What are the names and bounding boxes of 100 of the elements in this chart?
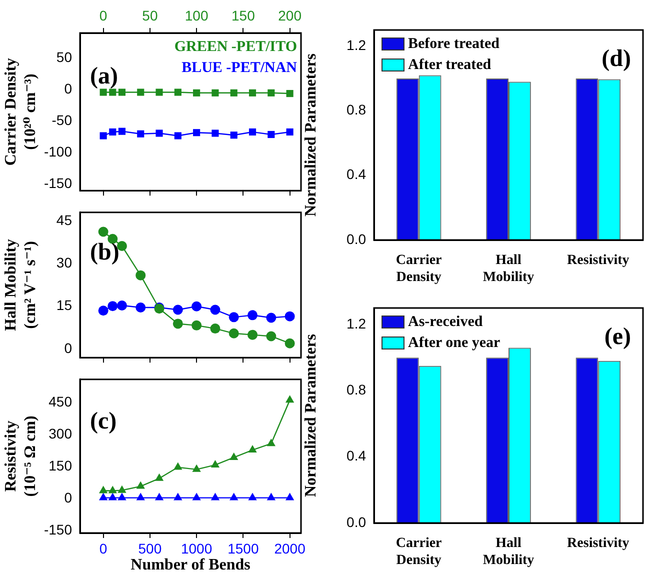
x-tick-label: 2000 bbox=[274, 540, 306, 556]
point bbox=[192, 320, 202, 330]
point bbox=[248, 330, 258, 340]
point bbox=[154, 492, 164, 500]
y-tick-label: -50 bbox=[52, 112, 72, 128]
x2-tick-label: 100 bbox=[184, 7, 208, 24]
y-tick-label: -100 bbox=[44, 144, 72, 160]
point bbox=[98, 486, 108, 494]
point bbox=[100, 88, 107, 96]
annotation: (a) bbox=[90, 63, 118, 90]
y-axis-title: Normalized Parameters bbox=[302, 334, 320, 498]
point bbox=[109, 88, 116, 96]
point bbox=[266, 331, 276, 342]
y-tick-label: 15 bbox=[56, 297, 72, 314]
point bbox=[285, 395, 294, 403]
point bbox=[100, 132, 107, 140]
y-tick-label: 30 bbox=[56, 254, 72, 271]
y-tick-label: 300 bbox=[48, 426, 72, 442]
annotation: (d) bbox=[602, 46, 631, 72]
point bbox=[266, 312, 276, 323]
point bbox=[248, 492, 257, 500]
y-tick-label: 0.8 bbox=[346, 382, 366, 398]
point bbox=[118, 485, 126, 493]
x-tick-label: 0 bbox=[99, 540, 108, 556]
y-axis-title: Resistivity (10⁻⁵ Ω cm) bbox=[2, 416, 39, 497]
y-tick-label: 45 bbox=[56, 212, 72, 228]
point bbox=[136, 302, 146, 312]
point bbox=[109, 128, 116, 136]
point bbox=[284, 338, 295, 348]
y-tick-label: -150 bbox=[44, 522, 72, 538]
point bbox=[268, 130, 275, 138]
text: BLUE -PET/NAN bbox=[182, 60, 298, 76]
point bbox=[136, 481, 145, 489]
point bbox=[108, 492, 117, 500]
point bbox=[210, 492, 220, 500]
point bbox=[248, 310, 258, 320]
point bbox=[174, 492, 182, 500]
legend-label: Before treated bbox=[408, 36, 500, 52]
point bbox=[266, 438, 276, 446]
y-tick-label: 450 bbox=[48, 394, 72, 410]
y-tick-label: -150 bbox=[44, 175, 72, 192]
point bbox=[228, 328, 239, 338]
point bbox=[108, 301, 118, 312]
point bbox=[193, 89, 200, 96]
point bbox=[192, 464, 201, 472]
point bbox=[116, 300, 127, 310]
y-tick-label: 0.4 bbox=[346, 448, 366, 464]
point bbox=[174, 88, 182, 96]
point bbox=[248, 89, 256, 96]
point bbox=[156, 88, 163, 96]
y-tick-label: 150 bbox=[48, 458, 72, 474]
y-tick-label: 0 bbox=[64, 80, 72, 97]
point bbox=[268, 89, 275, 96]
annotation: (e) bbox=[604, 324, 631, 350]
point bbox=[156, 130, 163, 137]
point bbox=[172, 318, 183, 329]
point bbox=[174, 132, 182, 140]
y-tick-label: 0.4 bbox=[346, 166, 366, 182]
point bbox=[230, 89, 238, 96]
point bbox=[286, 128, 294, 136]
point bbox=[98, 226, 108, 237]
x-axis-title: Number of Bends bbox=[130, 556, 250, 574]
legend-label: After one year bbox=[408, 334, 501, 351]
point bbox=[230, 132, 238, 139]
point bbox=[118, 128, 126, 135]
y-tick-label: 0 bbox=[64, 490, 72, 506]
point bbox=[192, 301, 202, 312]
y-tick-label: 1.2 bbox=[346, 315, 366, 332]
point bbox=[210, 324, 220, 334]
point bbox=[136, 270, 146, 280]
point bbox=[248, 445, 257, 453]
y-tick-label: 0.0 bbox=[346, 514, 366, 530]
point bbox=[230, 452, 238, 460]
point bbox=[230, 492, 238, 500]
point bbox=[137, 130, 144, 138]
x-tick-label: 1000 bbox=[180, 540, 212, 556]
annotation: (c) bbox=[90, 408, 117, 435]
x-tick-label: 500 bbox=[138, 540, 162, 556]
point bbox=[212, 130, 219, 137]
point bbox=[210, 460, 220, 468]
text: GREEN -PET/ITO bbox=[174, 38, 297, 55]
legend-label: As-received bbox=[408, 314, 484, 330]
y-tick-label: 0 bbox=[64, 340, 72, 356]
point bbox=[172, 304, 183, 315]
y-tick-label: 50 bbox=[56, 49, 72, 66]
legend-label: After treated bbox=[408, 56, 492, 73]
point bbox=[108, 486, 117, 494]
y-axis-title: Carrier Density (10²⁰ cm⁻³) bbox=[2, 58, 39, 166]
y-tick-label: 1.2 bbox=[346, 37, 366, 54]
point bbox=[212, 89, 219, 96]
point bbox=[192, 492, 201, 500]
point bbox=[285, 492, 294, 500]
x-tick-label: Hall Mobility bbox=[482, 253, 534, 285]
y-axis-title: Hall Mobility (cm² V⁻¹ s⁻¹) bbox=[2, 239, 39, 331]
point bbox=[248, 128, 256, 136]
x-tick-label: Resistivity bbox=[567, 253, 630, 268]
x-tick-label: Carrier Density bbox=[396, 536, 442, 568]
point bbox=[137, 88, 144, 96]
x-tick-label: 1500 bbox=[228, 540, 259, 556]
point bbox=[118, 492, 126, 500]
